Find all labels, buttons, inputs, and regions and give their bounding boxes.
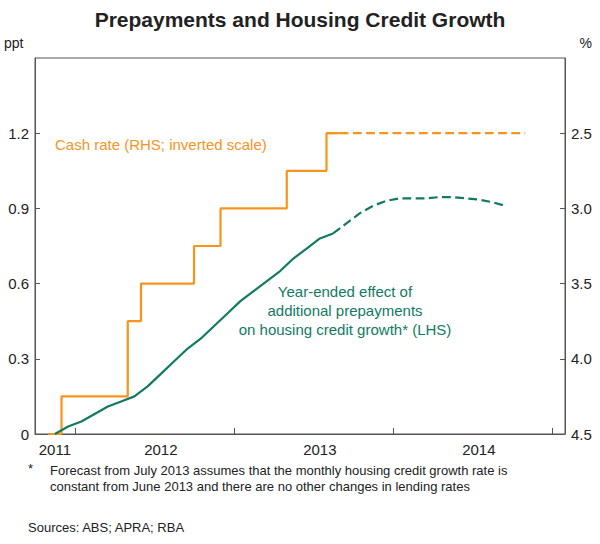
svg-text:2012: 2012 — [144, 441, 177, 458]
svg-text:constant from June 2013 and th: constant from June 2013 and there are no… — [50, 479, 470, 494]
svg-text:0.6: 0.6 — [8, 275, 29, 292]
svg-text:additional prepayments: additional prepayments — [267, 302, 422, 319]
svg-text:*: * — [28, 461, 33, 476]
svg-text:ppt: ppt — [4, 35, 24, 51]
svg-text:4.5: 4.5 — [571, 426, 592, 443]
svg-text:3.5: 3.5 — [571, 275, 592, 292]
svg-text:Prepayments and Housing Credit: Prepayments and Housing Credit Growth — [95, 8, 506, 31]
svg-text:4.0: 4.0 — [571, 350, 592, 367]
svg-text:on housing credit growth* (LHS: on housing credit growth* (LHS) — [239, 321, 452, 338]
svg-text:2011: 2011 — [39, 441, 71, 458]
svg-text:Year-ended effect of: Year-ended effect of — [278, 283, 413, 300]
svg-text:%: % — [580, 35, 592, 51]
svg-text:Sources: ABS; APRA; RBA: Sources: ABS; APRA; RBA — [28, 520, 184, 535]
svg-text:2014: 2014 — [462, 441, 495, 458]
svg-text:Cash rate (RHS; inverted scale: Cash rate (RHS; inverted scale) — [55, 136, 267, 153]
svg-text:0.9: 0.9 — [8, 200, 29, 217]
svg-text:2013: 2013 — [303, 441, 336, 458]
svg-text:1.2: 1.2 — [8, 125, 29, 142]
svg-text:2.5: 2.5 — [571, 125, 592, 142]
svg-text:Forecast from July 2013 assume: Forecast from July 2013 assumes that the… — [50, 463, 511, 478]
svg-text:3.0: 3.0 — [571, 200, 592, 217]
svg-text:0: 0 — [21, 426, 29, 443]
svg-text:0.3: 0.3 — [8, 350, 29, 367]
